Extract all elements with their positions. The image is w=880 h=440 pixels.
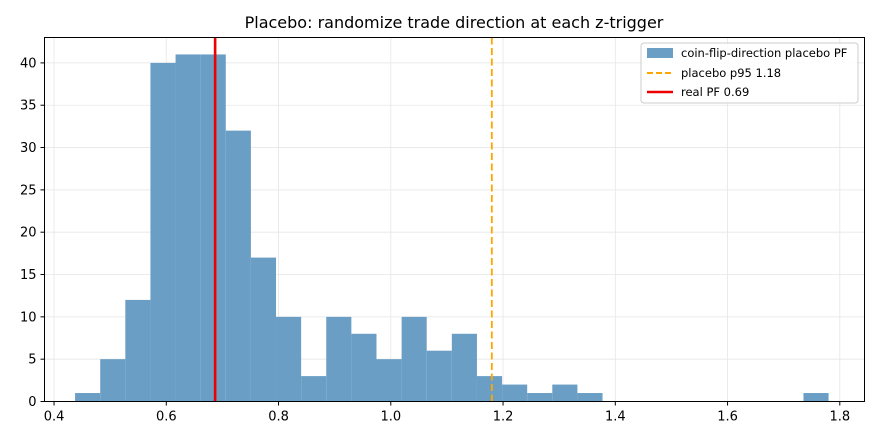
x-tick-label: 1.8 — [829, 410, 850, 425]
histogram-bar — [426, 350, 452, 402]
y-tick-label: 40 — [20, 56, 37, 71]
y-tick-label: 20 — [20, 226, 37, 241]
legend-label-placebo: coin-flip-direction placebo PF — [681, 46, 847, 60]
y-tick-label: 15 — [20, 268, 37, 283]
histogram-bar — [502, 384, 528, 402]
histogram-bar — [301, 376, 327, 402]
reference-lines — [213, 37, 493, 402]
histogram-bar — [451, 333, 477, 402]
histogram-bars — [75, 54, 829, 402]
y-tick-label: 10 — [20, 310, 37, 325]
histogram-bar — [150, 62, 176, 402]
chart-title: Placebo: randomize trade direction at ea… — [245, 13, 664, 32]
legend: coin-flip-direction placebo PF placebo p… — [640, 42, 859, 104]
legend-label-p95: placebo p95 1.18 — [681, 66, 781, 80]
y-tick-label: 0 — [28, 395, 36, 410]
x-tick-label: 1.2 — [493, 410, 514, 425]
axes: 0.4 0.6 0.8 1.0 1.2 1.4 1.6 1.8 0 5 10 15 20 25 30 35 40 — [20, 56, 850, 424]
y-tick-label: 35 — [20, 99, 37, 114]
legend-swatch-placebo — [647, 48, 673, 58]
histogram-bar — [225, 130, 251, 402]
x-tick-label: 1.6 — [717, 410, 738, 425]
histogram-bar — [376, 359, 402, 402]
histogram-bar — [476, 376, 503, 402]
x-tick-label: 0.8 — [268, 410, 289, 425]
histogram-bar — [527, 393, 553, 402]
histogram-bar — [803, 393, 829, 402]
histogram-bar — [276, 316, 302, 402]
x-tick-label: 1.0 — [380, 410, 401, 425]
legend-frame — [640, 42, 859, 104]
x-tick-label: 0.4 — [44, 410, 65, 425]
histogram-bar — [125, 299, 151, 402]
histogram-bar — [175, 54, 201, 402]
histogram-bar — [100, 359, 126, 402]
histogram-bar — [75, 393, 101, 402]
histogram-bar — [326, 316, 352, 402]
histogram-bar — [250, 257, 277, 402]
y-tick-label: 25 — [20, 183, 37, 198]
histogram-bar — [200, 54, 226, 402]
histogram-bar — [577, 393, 603, 402]
histogram-bar — [401, 316, 427, 402]
y-tick-label: 5 — [28, 353, 36, 368]
x-tick-label: 1.4 — [605, 410, 626, 425]
legend-label-real-pf: real PF 0.69 — [681, 85, 749, 99]
histogram-bar — [351, 333, 377, 402]
plot-frame — [44, 37, 865, 402]
y-tick-label: 30 — [20, 141, 37, 156]
x-tick-label: 0.6 — [156, 410, 177, 425]
histogram-bar — [552, 384, 578, 402]
